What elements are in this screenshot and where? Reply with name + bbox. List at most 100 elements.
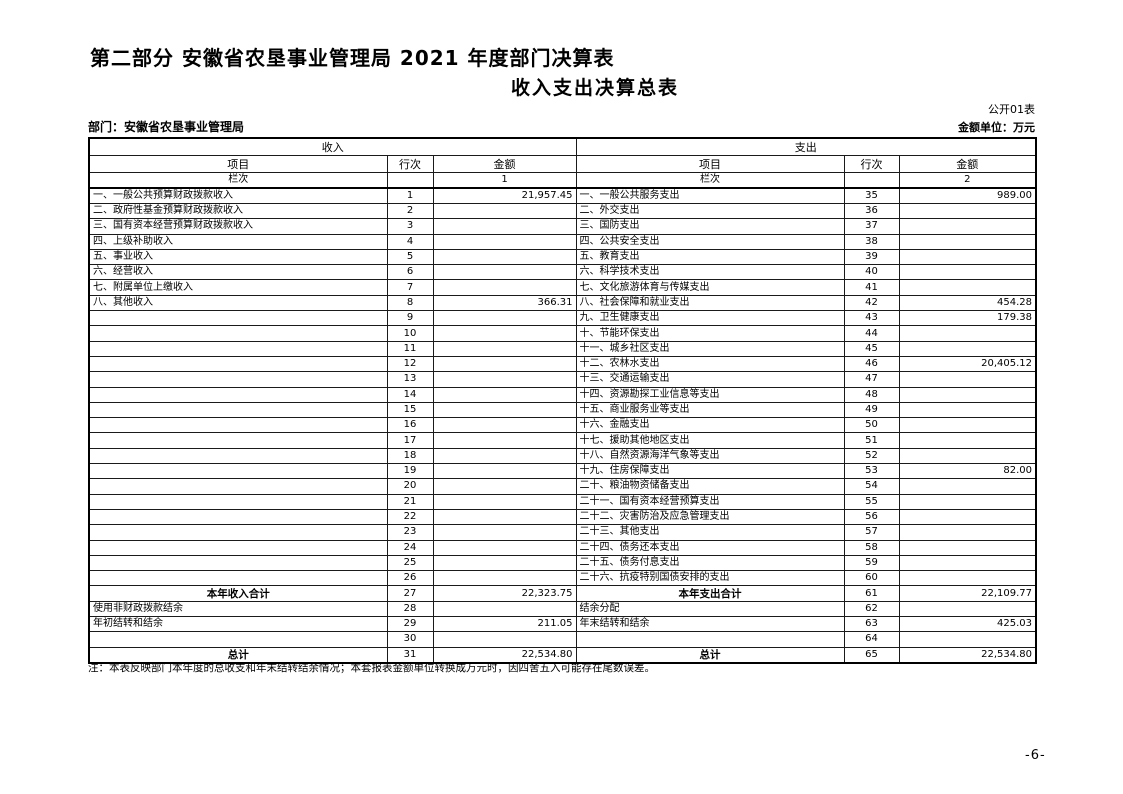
income-amount-header: 金额 bbox=[432, 155, 577, 173]
income-amount-cell bbox=[432, 371, 577, 388]
income-item-cell bbox=[88, 539, 388, 556]
income-rowno-cell: 15 bbox=[386, 401, 434, 419]
expense-rowno-cell: 63 bbox=[843, 616, 900, 633]
expense-item-cell: 结余分配 bbox=[575, 600, 845, 618]
table-row: 24 二十四、债务还本支出 58 bbox=[88, 539, 1037, 556]
income-item-cell bbox=[88, 447, 388, 465]
expense-rowno-cell: 57 bbox=[843, 524, 900, 541]
income-amount-cell: 366.31 bbox=[432, 294, 577, 312]
expense-rowno-cell: 54 bbox=[843, 478, 900, 495]
income-item-cell bbox=[88, 570, 388, 587]
expense-item-header: 项目 bbox=[575, 155, 845, 173]
expense-rowno-cell: 36 bbox=[843, 202, 900, 220]
expense-item-cell: 本年支出合计 bbox=[575, 585, 845, 602]
expense-item-cell: 二十二、灾害防治及应急管理支出 bbox=[575, 508, 845, 526]
income-rowno-cell: 4 bbox=[386, 233, 434, 250]
expense-amount-cell bbox=[898, 218, 1037, 235]
table-row: 22 二十二、灾害防治及应急管理支出 56 bbox=[88, 508, 1037, 526]
expense-amount-cell bbox=[898, 264, 1037, 281]
income-amount-cell bbox=[432, 631, 577, 648]
income-amount-cell bbox=[432, 202, 577, 220]
income-amount-cell bbox=[432, 570, 577, 587]
income-rowno-cell: 8 bbox=[386, 294, 434, 312]
income-item-cell: 五、事业收入 bbox=[88, 248, 388, 266]
income-rowno-cell: 19 bbox=[386, 463, 434, 480]
table-row: 23 二十三、其他支出 57 bbox=[88, 524, 1037, 541]
expense-item-cell: 十七、援助其他地区支出 bbox=[575, 432, 845, 449]
income-rowno-cell: 3 bbox=[386, 218, 434, 235]
expense-amount-cell bbox=[898, 600, 1037, 618]
expense-amount-cell bbox=[898, 447, 1037, 465]
table-row: 五、事业收入 5 五、教育支出 39 bbox=[88, 248, 1037, 266]
income-rowno-cell: 21 bbox=[386, 493, 434, 510]
expense-amount-cell: 22,534.80 bbox=[898, 646, 1037, 664]
expense-item-cell: 十八、自然资源海洋气象等支出 bbox=[575, 447, 845, 465]
expense-item-cell: 十四、资源勘探工业信息等支出 bbox=[575, 386, 845, 403]
expense-item-cell: 二十六、抗疫特别国债安排的支出 bbox=[575, 570, 845, 587]
expense-rowno-cell: 60 bbox=[843, 570, 900, 587]
income-item-cell bbox=[88, 310, 388, 327]
income-rowno-cell: 18 bbox=[386, 447, 434, 465]
expense-item-cell: 五、教育支出 bbox=[575, 248, 845, 266]
expense-amount-cell bbox=[898, 371, 1037, 388]
income-amount-cell bbox=[432, 325, 577, 342]
summary-table-wrap: 收入 支出 项目 行次 金额 项目 行次 金额 栏次 1 栏次 2 一、一般公共… bbox=[88, 137, 1038, 664]
table-row: 使用非财政拨款结余 28 结余分配 62 bbox=[88, 600, 1037, 618]
income-rowno-cell: 13 bbox=[386, 371, 434, 388]
expense-rowno-cell: 35 bbox=[843, 187, 900, 204]
income-amount-cell: 21,957.45 bbox=[432, 187, 577, 204]
table-row: 二、政府性基金预算财政拨款收入 2 二、外交支出 36 bbox=[88, 202, 1037, 220]
expense-amount-cell bbox=[898, 386, 1037, 403]
table-row: 年初结转和结余 29 211.05 年末结转和结余 63 425.03 bbox=[88, 616, 1037, 633]
expense-lanci-empty bbox=[843, 172, 900, 189]
expense-rowno-cell: 61 bbox=[843, 585, 900, 602]
expense-rowno-cell: 55 bbox=[843, 493, 900, 510]
table-row: 16 十六、金融支出 50 bbox=[88, 417, 1037, 434]
expense-amount-cell: 989.00 bbox=[898, 187, 1037, 204]
income-amount-cell bbox=[432, 386, 577, 403]
income-amount-cell: 22,534.80 bbox=[432, 646, 577, 664]
income-item-cell: 四、上级补助收入 bbox=[88, 233, 388, 250]
table-row: 11 十一、城乡社区支出 45 bbox=[88, 340, 1037, 357]
expense-amount-cell bbox=[898, 524, 1037, 541]
income-amount-cell bbox=[432, 233, 577, 250]
income-rowno-cell: 20 bbox=[386, 478, 434, 495]
page-number: -6- bbox=[1025, 748, 1046, 763]
income-amount-cell bbox=[432, 447, 577, 465]
expense-amount-cell: 179.38 bbox=[898, 310, 1037, 327]
income-amount-cell bbox=[432, 478, 577, 495]
expense-amount-cell bbox=[898, 570, 1037, 587]
expense-amount-cell bbox=[898, 401, 1037, 419]
expense-item-cell: 三、国防支出 bbox=[575, 218, 845, 235]
income-amount-cell bbox=[432, 432, 577, 449]
meta-row: 部门：安徽省农垦事业管理局 金额单位：万元 bbox=[88, 118, 1035, 135]
expense-item-cell: 六、科学技术支出 bbox=[575, 264, 845, 281]
income-item-cell: 七、附属单位上缴收入 bbox=[88, 279, 388, 296]
table-row: 13 十三、交通运输支出 47 bbox=[88, 371, 1037, 388]
income-amount-cell bbox=[432, 463, 577, 480]
expense-rowno-cell: 53 bbox=[843, 463, 900, 480]
expense-item-cell: 十九、住房保障支出 bbox=[575, 463, 845, 480]
expense-rowno-cell: 58 bbox=[843, 539, 900, 556]
income-amount-cell bbox=[432, 248, 577, 266]
income-rowno-cell: 22 bbox=[386, 508, 434, 526]
income-amount-cell bbox=[432, 554, 577, 572]
income-amount-cell bbox=[432, 355, 577, 373]
income-col-number: 1 bbox=[432, 172, 577, 189]
expense-amount-cell: 454.28 bbox=[898, 294, 1037, 312]
table-row: 18 十八、自然资源海洋气象等支出 52 bbox=[88, 447, 1037, 465]
expense-item-cell: 四、公共安全支出 bbox=[575, 233, 845, 250]
expense-item-cell: 二十、粮油物资储备支出 bbox=[575, 478, 845, 495]
income-item-cell bbox=[88, 524, 388, 541]
form-code-label: 公开01表 bbox=[988, 103, 1035, 116]
table-row: 本年收入合计 27 22,323.75 本年支出合计 61 22,109.77 bbox=[88, 585, 1037, 602]
income-rowno-cell: 12 bbox=[386, 355, 434, 373]
income-amount-cell bbox=[432, 279, 577, 296]
expense-amount-cell bbox=[898, 631, 1037, 648]
expense-item-cell: 七、文化旅游体育与传媒支出 bbox=[575, 279, 845, 296]
expense-item-cell bbox=[575, 631, 845, 648]
footnote: 注：本表反映部门本年度的总收支和年末结转结余情况；本套报表金额单位转换成万元时，… bbox=[88, 662, 655, 674]
income-item-cell bbox=[88, 401, 388, 419]
table-row: 30 64 bbox=[88, 631, 1037, 648]
expense-item-cell: 九、卫生健康支出 bbox=[575, 310, 845, 327]
